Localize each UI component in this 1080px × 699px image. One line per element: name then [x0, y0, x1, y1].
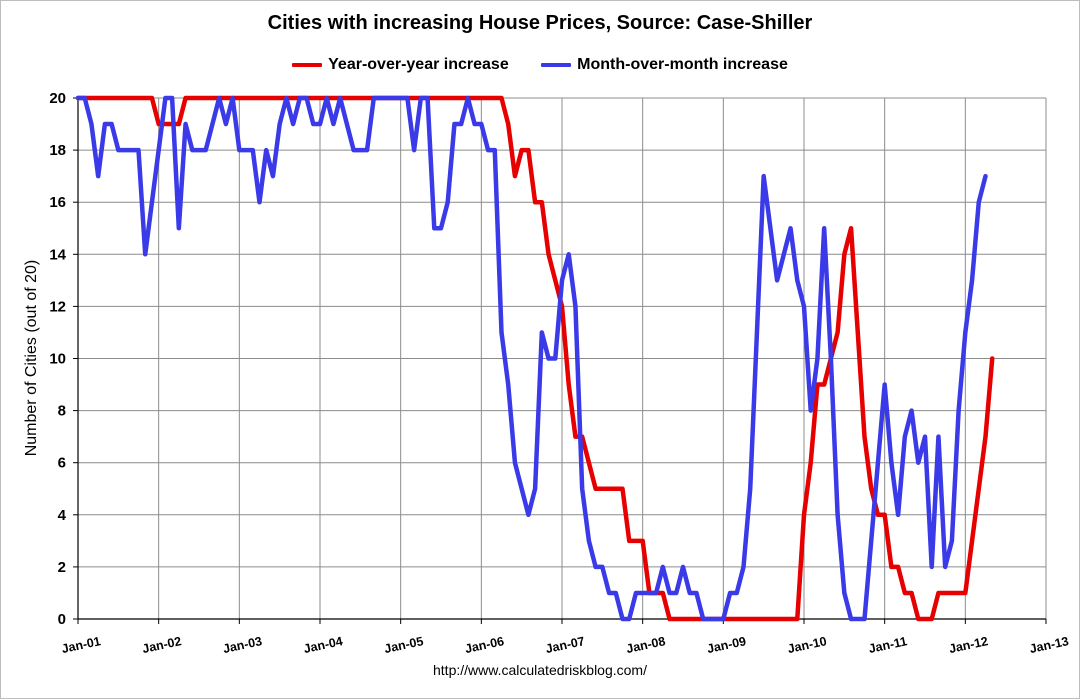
- y-tick-label: 2: [58, 559, 66, 576]
- y-tick-label: 10: [49, 351, 66, 368]
- x-tick-label: Jan-08: [625, 634, 667, 656]
- y-tick-label: 14: [49, 246, 66, 263]
- x-tick-label: Jan-04: [302, 634, 344, 656]
- legend-item-yoy: Year-over-year increase: [292, 56, 509, 74]
- legend-swatch-mom: [541, 63, 572, 67]
- x-tick-label: Jan-11: [867, 634, 908, 656]
- x-tick-label: Jan-05: [383, 634, 425, 656]
- x-tick-label: Jan-03: [222, 634, 264, 656]
- y-tick-label: 8: [58, 403, 66, 420]
- series-line-yoy: [75, 95, 995, 622]
- series-lines: [75, 95, 995, 622]
- y-tick-label: 0: [58, 611, 66, 628]
- x-tick-label: Jan-02: [141, 634, 183, 656]
- y-tick-label: 4: [58, 507, 67, 524]
- x-tick-label: Jan-12: [948, 634, 990, 656]
- x-tick-label: Jan-07: [544, 634, 586, 656]
- y-tick-label: 18: [49, 142, 66, 159]
- x-tick-label: Jan-10: [786, 634, 828, 656]
- y-axis-label: Number of Cities (out of 20): [23, 260, 40, 457]
- grid-lines: [77, 97, 1047, 620]
- x-tick-label: Jan-06: [464, 634, 506, 656]
- axes: [73, 97, 1047, 624]
- y-tick-label: 16: [49, 194, 66, 211]
- legend-label-yoy: Year-over-year increase: [328, 56, 509, 73]
- y-tick-label: 6: [58, 455, 66, 472]
- series-line-mom: [75, 95, 988, 622]
- chart-legend: Year-over-year increase Month-over-month…: [0, 54, 1080, 74]
- x-tick-label: Jan-09: [706, 634, 748, 656]
- source-url: http://www.calculatedriskblog.com/: [433, 662, 647, 678]
- axis-labels: 0 2 4 6 8 10 12 14 16 18 20 Jan-01 Jan-02 Jan-03 Jan-0…: [49, 90, 1070, 656]
- y-tick-label: 12: [49, 298, 66, 315]
- legend-item-mom: Month-over-month increase: [541, 56, 788, 74]
- x-tick-label: Jan-13: [1028, 634, 1070, 656]
- legend-label-mom: Month-over-month increase: [577, 56, 788, 73]
- chart-title: Cities with increasing House Prices, Sou…: [267, 12, 813, 34]
- legend-swatch-yoy: [292, 63, 323, 67]
- y-tick-label: 20: [49, 90, 66, 107]
- x-tick-label: Jan-01: [60, 634, 102, 656]
